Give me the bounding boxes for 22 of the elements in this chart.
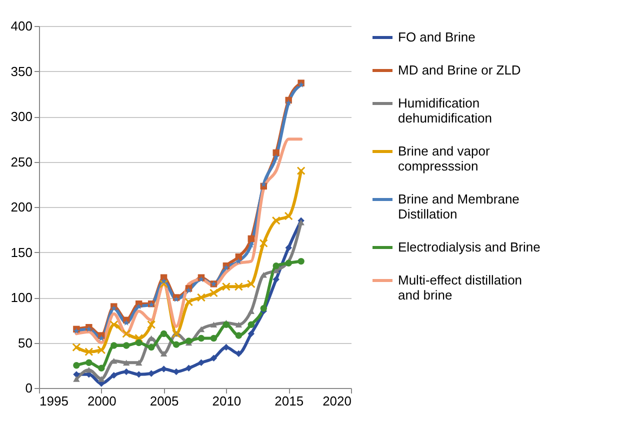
legend-label: Humidification dehumidification	[398, 96, 492, 126]
x-tick-label: 2020	[322, 394, 352, 408]
legend-label: Electrodialysis and Brine	[398, 240, 540, 254]
legend-label: Brine and vapor compresssion	[398, 144, 490, 174]
x-tick-label: 2010	[212, 394, 242, 408]
y-tick-label: 100	[10, 290, 32, 305]
y-tick-label: 400	[10, 18, 32, 34]
x-tick-label: 2005	[150, 394, 179, 408]
legend-label: Brine and Membrane Distillation	[398, 192, 520, 222]
y-tick-label: 200	[10, 200, 32, 214]
legend-label: FO and Brine	[398, 30, 476, 44]
y-tick-label: 250	[10, 154, 32, 170]
y-tick-label: 350	[10, 64, 32, 79]
x-tick-label: 2015	[274, 394, 304, 408]
legend-label: Multi-effect distillation and brine	[398, 272, 522, 302]
x-tick-label: 2000	[87, 394, 116, 408]
legend-label: MD and Brine or ZLD	[398, 62, 521, 78]
x-tick-label: 1995	[40, 394, 68, 408]
y-tick-label: 300	[10, 109, 32, 124]
y-tick-label: 150	[10, 244, 32, 260]
y-tick-label: 50	[18, 335, 32, 350]
y-tick-label: 0	[25, 380, 32, 396]
